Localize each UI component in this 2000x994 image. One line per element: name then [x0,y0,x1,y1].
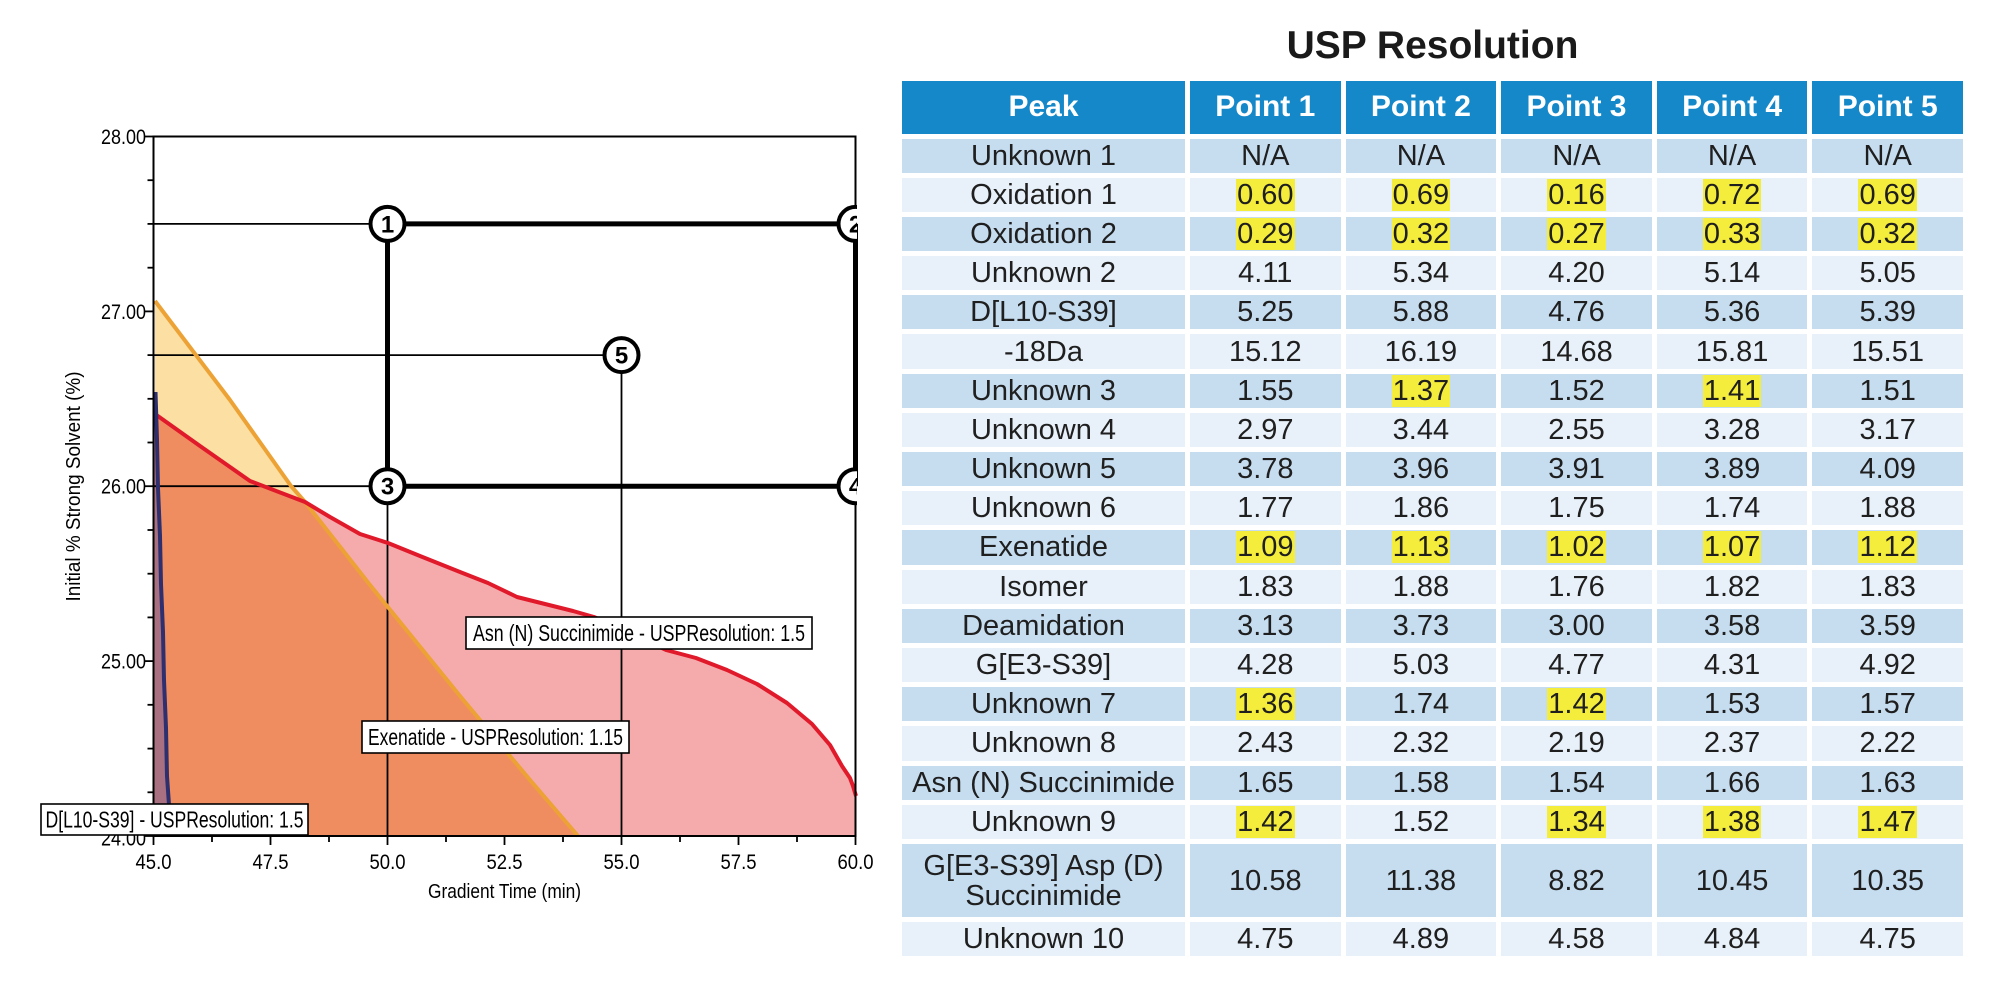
svg-text:57.5: 57.5 [721,851,757,874]
svg-text:47.5: 47.5 [253,851,289,874]
svg-text:Exenatide - USPResolution: 1.1: Exenatide - USPResolution: 1.15 [368,724,623,750]
svg-text:25.00: 25.00 [101,651,146,674]
svg-text:26.00: 26.00 [101,476,146,499]
svg-text:Asn (N) Succinimide - USPResol: Asn (N) Succinimide - USPResolution: 1.5 [473,620,805,646]
svg-text:1: 1 [381,211,394,238]
svg-text:50.0: 50.0 [370,851,406,874]
svg-text:55.0: 55.0 [604,851,640,874]
svg-text:27.00: 27.00 [101,301,146,324]
svg-text:28.00: 28.00 [101,126,146,149]
svg-text:D[L10-S39] - USPResolution: 1.: D[L10-S39] - USPResolution: 1.5 [46,807,304,833]
svg-text:2: 2 [849,211,862,238]
svg-text:52.5: 52.5 [487,851,523,874]
svg-text:5: 5 [615,343,628,370]
svg-text:Initial % Strong Solvent (%): Initial % Strong Solvent (%) [63,372,85,602]
svg-text:4: 4 [849,474,863,501]
svg-text:60.0: 60.0 [838,851,874,874]
svg-text:3: 3 [381,474,394,501]
svg-text:45.0: 45.0 [136,851,172,874]
svg-text:Gradient Time (min): Gradient Time (min) [428,881,581,903]
